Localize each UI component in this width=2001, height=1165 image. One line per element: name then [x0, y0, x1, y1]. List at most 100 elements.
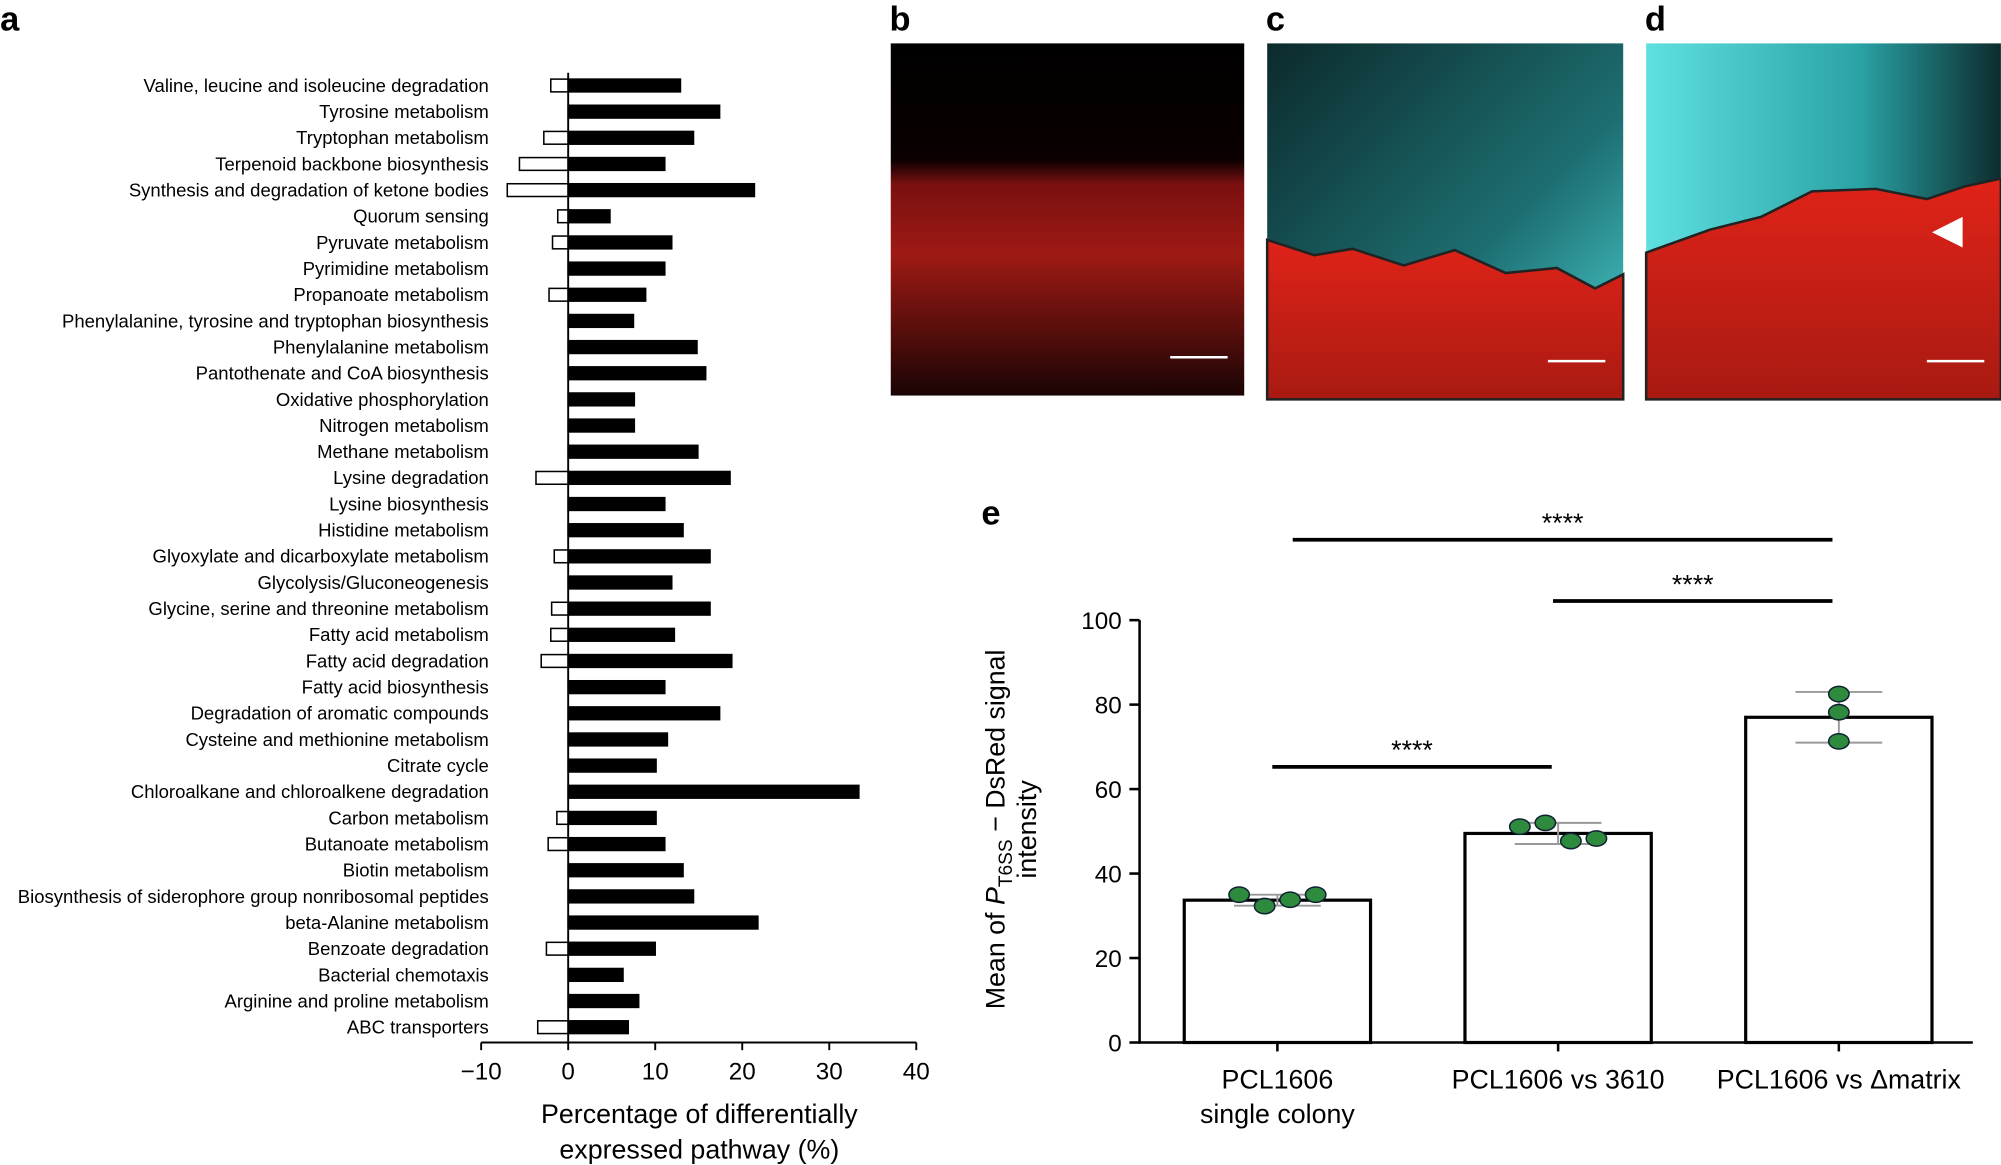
category-label: Fatty acid degradation — [306, 650, 489, 671]
bar — [567, 993, 640, 1009]
bar — [518, 156, 569, 172]
x-axis-label: Percentage of differentially — [541, 1099, 858, 1129]
category-label: Benzoate degradation — [308, 938, 489, 959]
bar — [567, 287, 647, 302]
panel-label: c — [1266, 1, 1285, 39]
bar — [567, 130, 695, 145]
x-tick-label: single colony — [1200, 1099, 1355, 1129]
panel-label: e — [981, 494, 1000, 532]
category-label: beta-Alanine metabolism — [285, 912, 489, 933]
category-label: Degradation of aromatic compounds — [191, 703, 489, 724]
panel-label: a — [0, 1, 20, 39]
data-point — [1304, 886, 1327, 904]
x-tick-label: 40 — [903, 1059, 930, 1086]
bar — [1463, 831, 1653, 1045]
category-label: Tryptophan metabolism — [296, 127, 489, 148]
category-label: Methane metabolism — [317, 441, 489, 462]
bar — [536, 1020, 569, 1035]
bar — [567, 104, 721, 119]
bar — [567, 889, 695, 904]
data-point — [1253, 897, 1276, 915]
x-tick-label: PCL1606 vs 3610 — [1452, 1064, 1665, 1094]
category-label: Cysteine and methionine metabolism — [185, 729, 488, 750]
bar — [543, 130, 569, 145]
category-label: Fatty acid biosynthesis — [302, 677, 489, 698]
bar — [567, 967, 624, 983]
bar — [567, 863, 684, 878]
panel-label: b — [889, 1, 910, 39]
bar — [545, 941, 569, 956]
bar — [506, 182, 569, 198]
category-label: Pantothenate and CoA biosynthesis — [196, 363, 489, 384]
bar — [1182, 898, 1373, 1045]
y-tick-label: 40 — [1095, 861, 1122, 888]
bar — [567, 627, 676, 642]
data-point — [1534, 814, 1557, 832]
bar — [567, 784, 860, 799]
panel-label: d — [1645, 1, 1666, 39]
category-label: Synthesis and degradation of ketone bodi… — [129, 180, 489, 201]
category-label: Phenylalanine metabolism — [273, 336, 489, 357]
bar — [567, 261, 666, 276]
bar — [550, 627, 569, 642]
category-label: Oxidative phosphorylation — [276, 389, 489, 410]
category-label: Bacterial chemotaxis — [318, 964, 489, 985]
category-label: Pyruvate metabolism — [316, 232, 489, 253]
micrograph-b — [890, 43, 1245, 396]
bar — [550, 78, 569, 93]
category-label: Pyrimidine metabolism — [303, 258, 489, 279]
x-tick-label: 20 — [729, 1059, 756, 1086]
data-point — [1827, 685, 1850, 703]
micrograph-d — [1644, 43, 2001, 401]
bar — [567, 470, 731, 486]
micrograph-c — [1265, 43, 1625, 401]
y-axis-label: Mean of PT6SS − DsRed signal — [980, 650, 1017, 1010]
bar — [567, 235, 673, 250]
data-point — [1228, 886, 1251, 904]
bar — [567, 366, 707, 381]
category-label: Citrate cycle — [387, 755, 489, 776]
significance-label: **** — [1542, 508, 1584, 538]
bar — [553, 549, 569, 564]
bar — [567, 1020, 629, 1035]
category-label: Tyrosine metabolism — [319, 101, 489, 122]
bar — [567, 339, 698, 355]
x-tick-label: PCL1606 — [1222, 1064, 1334, 1094]
bar — [567, 941, 656, 956]
category-label: Fatty acid metabolism — [309, 624, 489, 645]
bar — [540, 653, 569, 669]
bar — [1744, 715, 1934, 1045]
y-tick-label: 0 — [1108, 1030, 1121, 1057]
data-point — [1508, 818, 1531, 836]
bar — [567, 549, 711, 564]
y-tick-label: 20 — [1095, 946, 1122, 973]
bar — [567, 78, 682, 93]
bar — [567, 679, 666, 695]
category-label: Arginine and proline metabolism — [225, 990, 489, 1011]
y-label-part: P — [980, 887, 1010, 905]
category-label: Terpenoid backbone biosynthesis — [215, 153, 489, 174]
data-point — [1559, 832, 1582, 850]
category-label: Nitrogen metabolism — [319, 415, 489, 436]
bar — [567, 313, 635, 329]
bar — [556, 810, 569, 826]
y-tick-label: 60 — [1095, 777, 1122, 804]
bar — [567, 444, 699, 459]
y-axis-label: intensity — [1012, 780, 1042, 879]
data-point — [1279, 891, 1302, 909]
y-label-part: − DsRed signal — [980, 650, 1010, 840]
category-label: Quorum sensing — [353, 206, 489, 227]
bar — [567, 732, 669, 747]
category-label: Carbon metabolism — [328, 807, 488, 828]
category-label: Phenylalanine, tyrosine and tryptophan b… — [62, 310, 489, 331]
bar — [567, 836, 666, 852]
category-label: Lysine degradation — [333, 467, 489, 488]
bar — [567, 601, 711, 616]
category-label: Glycine, serine and threonine metabolism — [148, 598, 488, 619]
data-point — [1827, 703, 1850, 721]
significance-label: **** — [1391, 735, 1433, 765]
x-tick-label: 10 — [642, 1059, 669, 1086]
bar — [567, 653, 733, 669]
bar — [567, 575, 673, 590]
bar — [567, 209, 611, 224]
